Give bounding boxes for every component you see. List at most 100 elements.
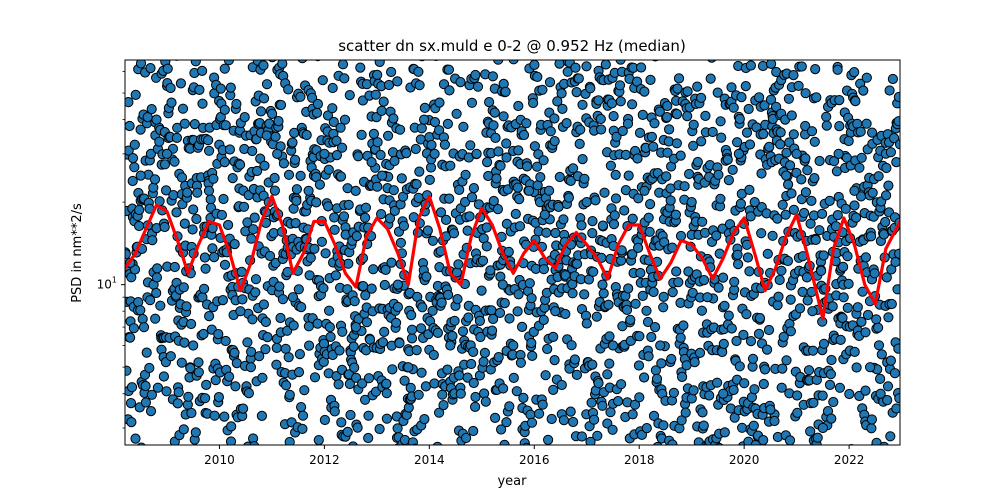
scatter-point [648,141,659,152]
scatter-point [542,343,553,355]
scatter-point [283,352,294,363]
scatter-point [183,391,194,402]
scatter-point [493,146,504,157]
scatter-point [205,194,216,205]
scatter-point [334,345,345,356]
scatter-point [194,84,205,96]
plot-frame [124,59,901,446]
scatter-point [832,64,843,75]
scatter-point [269,172,280,184]
scatter-point [287,137,298,148]
scatter-point [413,66,424,77]
scatter-point [217,295,228,306]
scatter-point [715,116,726,127]
scatter-point [526,417,538,428]
scatter-point [311,107,323,119]
scatter-point [673,277,684,288]
scatter-point [614,80,626,91]
scatter-point [654,106,665,117]
scatter-point [712,87,723,98]
scatter-point [773,291,784,302]
scatter-point [350,322,361,333]
scatter-point [649,118,660,129]
scatter-point [416,367,427,378]
scatter-point [734,361,745,372]
scatter-point [881,272,892,283]
scatter-point [587,216,598,227]
scatter-point [590,195,601,206]
scatter-point [493,352,504,363]
scatter-point [802,165,813,176]
scatter-point [296,302,307,313]
scatter-point [344,378,355,390]
scatter-point [384,213,396,224]
scatter-point [860,252,872,263]
scatter-point [735,198,747,209]
scatter-point [376,209,387,220]
scatter-point [772,300,783,311]
scatter-point [314,179,325,190]
scatter-point [275,99,287,111]
scatter-point [604,331,615,342]
scatter-point [550,306,561,317]
scatter-point [173,387,184,398]
scatter-point [842,251,853,262]
scatter-point [682,86,693,97]
scatter-point [149,174,161,185]
scatter-point [372,137,383,148]
scatter-point [658,291,669,302]
scatter-point [561,118,572,129]
scatter-point [794,303,806,314]
scatter-point [257,372,268,383]
scatter-point [762,344,773,355]
scatter-point [427,235,438,246]
scatter-point [337,142,348,153]
scatter-point [891,157,900,168]
scatter-point [410,143,421,155]
scatter-point [634,392,645,403]
scatter-point [782,255,794,267]
scatter-point [508,340,519,351]
scatter-point [370,89,381,100]
scatter-point [796,61,807,72]
scatter-point [889,133,900,144]
scatter-point [693,437,704,445]
scatter-point [726,82,737,93]
scatter-point [581,61,592,72]
scatter-point [330,270,341,281]
scatter-point [511,386,522,397]
scatter-point [498,111,509,122]
scatter-point [363,410,374,421]
scatter-point [875,388,886,399]
x-tick-label: 2016 [519,453,550,467]
scatter-point [323,201,334,212]
scatter-point [883,180,894,191]
scatter-point [177,103,189,114]
scatter-point [188,340,199,351]
scatter-point [176,172,188,183]
scatter-point [376,105,387,117]
scatter-point [513,289,524,300]
scatter-point [452,294,463,305]
scatter-point [321,50,330,59]
scatter-point [355,62,366,73]
scatter-point [186,318,197,330]
scatter-point [733,148,745,159]
scatter-point [873,340,885,351]
scatter-point [736,92,747,103]
scatter-point [504,313,515,324]
scatter-point [499,298,510,309]
scatter-point [629,399,641,410]
scatter-point [656,358,667,369]
scatter-point [759,364,771,375]
scatter-point [125,97,134,108]
scatter-point [780,209,791,220]
scatter-point [893,116,900,127]
scatter-point [871,314,882,325]
scatter-point [679,181,690,192]
scatter-point [744,184,755,195]
scatter-point [329,224,340,235]
scatter-point [535,172,546,183]
scatter-point [231,98,242,110]
scatter-point [443,289,454,300]
